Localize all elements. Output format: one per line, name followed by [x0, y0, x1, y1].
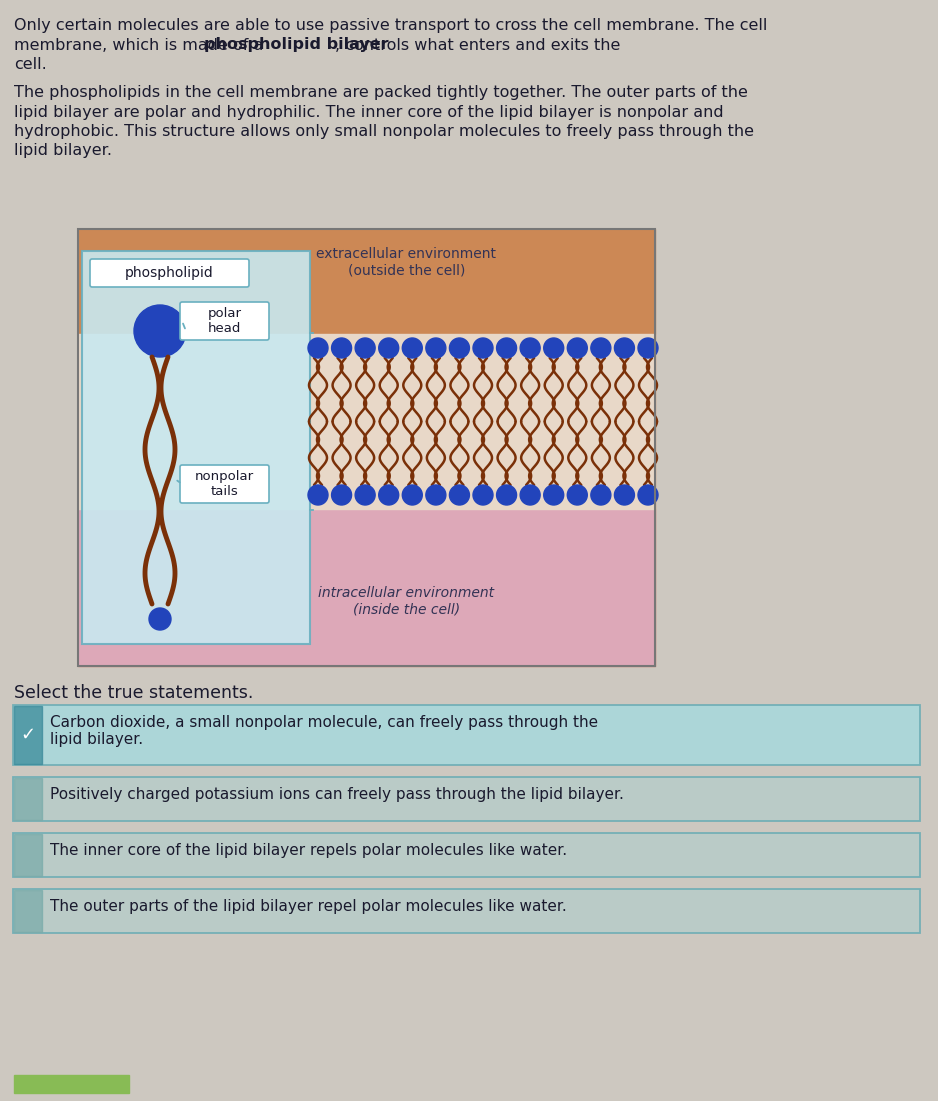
Circle shape [567, 486, 587, 505]
Text: , controls what enters and exits the: , controls what enters and exits the [335, 37, 620, 53]
Circle shape [308, 486, 328, 505]
FancyBboxPatch shape [13, 889, 920, 933]
FancyBboxPatch shape [82, 251, 310, 644]
Circle shape [331, 338, 352, 358]
Text: Positively charged potassium ions can freely pass through the lipid bilayer.: Positively charged potassium ions can fr… [50, 787, 624, 802]
Text: extracellular environment
(outside the cell): extracellular environment (outside the c… [316, 247, 496, 277]
Bar [14, 1075, 129, 1093]
Bar [14, 833, 42, 876]
Circle shape [638, 486, 658, 505]
Circle shape [591, 338, 611, 358]
FancyBboxPatch shape [13, 833, 920, 877]
Text: The outer parts of the lipid bilayer repel polar molecules like water.: The outer parts of the lipid bilayer rep… [50, 900, 567, 914]
Circle shape [134, 305, 186, 357]
FancyBboxPatch shape [90, 259, 249, 287]
FancyBboxPatch shape [180, 302, 269, 340]
Circle shape [402, 486, 422, 505]
FancyBboxPatch shape [13, 777, 920, 821]
Bar [14, 778, 42, 820]
Circle shape [379, 338, 399, 358]
Circle shape [449, 486, 469, 505]
Circle shape [356, 338, 375, 358]
Circle shape [356, 486, 375, 505]
Text: intracellular environment
(inside the cell): intracellular environment (inside the ce… [318, 586, 494, 617]
Circle shape [614, 486, 634, 505]
Circle shape [521, 338, 540, 358]
Circle shape [402, 338, 422, 358]
Circle shape [638, 338, 658, 358]
Text: polar
head: polar head [207, 307, 241, 335]
Text: lipid bilayer.: lipid bilayer. [14, 143, 112, 159]
Text: ✓: ✓ [21, 726, 36, 744]
Circle shape [473, 338, 493, 358]
Circle shape [544, 486, 564, 505]
Text: hydrophobic. This structure allows only small nonpolar molecules to freely pass : hydrophobic. This structure allows only … [14, 124, 754, 139]
Circle shape [379, 486, 399, 505]
Bar [78, 334, 655, 509]
Text: phospholipid bilayer: phospholipid bilayer [204, 37, 388, 53]
Bar [14, 706, 42, 764]
Circle shape [521, 486, 540, 505]
FancyBboxPatch shape [13, 705, 920, 765]
Circle shape [496, 486, 517, 505]
Text: The inner core of the lipid bilayer repels polar molecules like water.: The inner core of the lipid bilayer repe… [50, 843, 567, 858]
Text: Select the true statements.: Select the true statements. [14, 684, 253, 702]
Bar [78, 509, 655, 666]
Circle shape [567, 338, 587, 358]
Text: nonpolar
tails: nonpolar tails [195, 470, 254, 498]
Text: Carbon dioxide, a small nonpolar molecule, can freely pass through the
lipid bil: Carbon dioxide, a small nonpolar molecul… [50, 715, 598, 748]
Text: membrane, which is made of a: membrane, which is made of a [14, 37, 268, 53]
Circle shape [149, 608, 171, 630]
Text: The phospholipids in the cell membrane are packed tightly together. The outer pa: The phospholipids in the cell membrane a… [14, 85, 748, 100]
Bar [78, 229, 655, 666]
Circle shape [544, 338, 564, 358]
Circle shape [496, 338, 517, 358]
FancyBboxPatch shape [180, 465, 269, 503]
Circle shape [473, 486, 493, 505]
Text: Only certain molecules are able to use passive transport to cross the cell membr: Only certain molecules are able to use p… [14, 18, 767, 33]
Circle shape [614, 338, 634, 358]
Circle shape [308, 338, 328, 358]
Circle shape [426, 338, 446, 358]
Circle shape [426, 486, 446, 505]
Circle shape [591, 486, 611, 505]
Text: phospholipid: phospholipid [125, 266, 214, 280]
Circle shape [449, 338, 469, 358]
Bar [14, 890, 42, 933]
Circle shape [331, 486, 352, 505]
Text: lipid bilayer are polar and hydrophilic. The inner core of the lipid bilayer is : lipid bilayer are polar and hydrophilic.… [14, 105, 723, 120]
Text: cell.: cell. [14, 57, 47, 72]
